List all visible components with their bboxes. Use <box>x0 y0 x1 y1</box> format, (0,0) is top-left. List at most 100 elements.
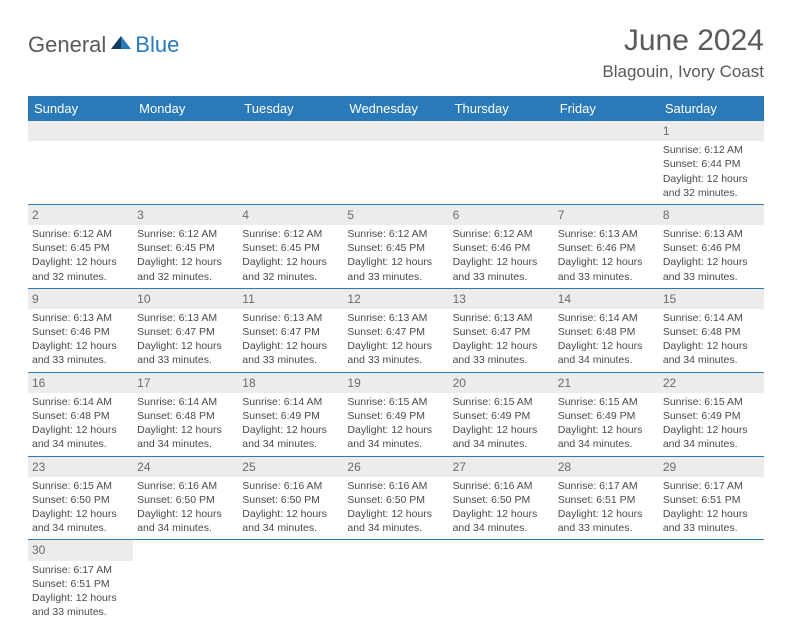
sunset-line: Sunset: 6:47 PM <box>242 325 339 339</box>
sunset-line: Sunset: 6:51 PM <box>663 493 760 507</box>
day-number-bar: 22 <box>659 373 764 393</box>
daylight-line: Daylight: 12 hours and 32 minutes. <box>242 255 339 283</box>
sunrise-line: Sunrise: 6:16 AM <box>453 479 550 493</box>
sunset-line: Sunset: 6:45 PM <box>137 241 234 255</box>
calendar-cell: 2Sunrise: 6:12 AMSunset: 6:45 PMDaylight… <box>28 204 133 288</box>
sunset-line: Sunset: 6:45 PM <box>242 241 339 255</box>
header: General Blue June 2024 Blagouin, Ivory C… <box>28 24 764 82</box>
daylight-line: Daylight: 12 hours and 33 minutes. <box>32 591 129 619</box>
sunrise-line: Sunrise: 6:13 AM <box>663 227 760 241</box>
day-number-bar <box>554 121 659 141</box>
daylight-line: Daylight: 12 hours and 34 minutes. <box>347 507 444 535</box>
calendar-cell-empty <box>449 121 554 204</box>
calendar-cell: 18Sunrise: 6:14 AMSunset: 6:49 PMDayligh… <box>238 372 343 456</box>
day-number-bar: 20 <box>449 373 554 393</box>
title-block: June 2024 Blagouin, Ivory Coast <box>602 24 764 82</box>
brand-part1: General <box>28 32 106 58</box>
calendar-body: 1Sunrise: 6:12 AMSunset: 6:44 PMDaylight… <box>28 121 764 623</box>
sunset-line: Sunset: 6:50 PM <box>137 493 234 507</box>
calendar-cell-empty <box>659 540 764 623</box>
calendar-row: 16Sunrise: 6:14 AMSunset: 6:48 PMDayligh… <box>28 372 764 456</box>
daylight-line: Daylight: 12 hours and 34 minutes. <box>558 339 655 367</box>
calendar-cell: 4Sunrise: 6:12 AMSunset: 6:45 PMDaylight… <box>238 204 343 288</box>
calendar-cell-empty <box>343 121 448 204</box>
daylight-line: Daylight: 12 hours and 33 minutes. <box>453 255 550 283</box>
sunset-line: Sunset: 6:49 PM <box>663 409 760 423</box>
sunset-line: Sunset: 6:48 PM <box>558 325 655 339</box>
day-number-bar: 5 <box>343 205 448 225</box>
calendar-cell-empty <box>28 121 133 204</box>
day-number-bar: 21 <box>554 373 659 393</box>
sunset-line: Sunset: 6:50 PM <box>347 493 444 507</box>
daylight-line: Daylight: 12 hours and 34 minutes. <box>663 423 760 451</box>
day-number-bar: 13 <box>449 289 554 309</box>
day-number-bar: 16 <box>28 373 133 393</box>
calendar-cell: 20Sunrise: 6:15 AMSunset: 6:49 PMDayligh… <box>449 372 554 456</box>
calendar-cell: 12Sunrise: 6:13 AMSunset: 6:47 PMDayligh… <box>343 288 448 372</box>
day-number-bar: 2 <box>28 205 133 225</box>
sunrise-line: Sunrise: 6:17 AM <box>32 563 129 577</box>
weekday-header: Sunday <box>28 96 133 121</box>
sunrise-line: Sunrise: 6:13 AM <box>242 311 339 325</box>
calendar-cell: 21Sunrise: 6:15 AMSunset: 6:49 PMDayligh… <box>554 372 659 456</box>
weekday-header: Monday <box>133 96 238 121</box>
day-number-bar: 18 <box>238 373 343 393</box>
calendar-cell-empty <box>554 121 659 204</box>
calendar-cell-empty <box>343 540 448 623</box>
sunset-line: Sunset: 6:46 PM <box>453 241 550 255</box>
daylight-line: Daylight: 12 hours and 33 minutes. <box>347 255 444 283</box>
calendar-cell: 3Sunrise: 6:12 AMSunset: 6:45 PMDaylight… <box>133 204 238 288</box>
day-number-bar: 10 <box>133 289 238 309</box>
daylight-line: Daylight: 12 hours and 34 minutes. <box>32 507 129 535</box>
weekday-header: Tuesday <box>238 96 343 121</box>
daylight-line: Daylight: 12 hours and 33 minutes. <box>32 339 129 367</box>
sunrise-line: Sunrise: 6:14 AM <box>137 395 234 409</box>
sunrise-line: Sunrise: 6:12 AM <box>663 143 760 157</box>
sunrise-line: Sunrise: 6:12 AM <box>347 227 444 241</box>
calendar-cell: 9Sunrise: 6:13 AMSunset: 6:46 PMDaylight… <box>28 288 133 372</box>
daylight-line: Daylight: 12 hours and 34 minutes. <box>242 507 339 535</box>
calendar-cell-empty <box>133 121 238 204</box>
sunset-line: Sunset: 6:48 PM <box>137 409 234 423</box>
day-number-bar: 1 <box>659 121 764 141</box>
daylight-line: Daylight: 12 hours and 34 minutes. <box>453 423 550 451</box>
daylight-line: Daylight: 12 hours and 33 minutes. <box>558 507 655 535</box>
sunrise-line: Sunrise: 6:17 AM <box>663 479 760 493</box>
day-number-bar: 14 <box>554 289 659 309</box>
weekday-header: Friday <box>554 96 659 121</box>
brand-logo: General Blue <box>28 24 179 58</box>
sunset-line: Sunset: 6:48 PM <box>32 409 129 423</box>
sunrise-line: Sunrise: 6:16 AM <box>347 479 444 493</box>
calendar-cell: 8Sunrise: 6:13 AMSunset: 6:46 PMDaylight… <box>659 204 764 288</box>
day-number-bar <box>133 121 238 141</box>
calendar-row: 23Sunrise: 6:15 AMSunset: 6:50 PMDayligh… <box>28 456 764 540</box>
calendar-cell: 22Sunrise: 6:15 AMSunset: 6:49 PMDayligh… <box>659 372 764 456</box>
sunrise-line: Sunrise: 6:13 AM <box>453 311 550 325</box>
sunset-line: Sunset: 6:49 PM <box>558 409 655 423</box>
day-number-bar: 3 <box>133 205 238 225</box>
calendar-cell: 25Sunrise: 6:16 AMSunset: 6:50 PMDayligh… <box>238 456 343 540</box>
calendar-row: 2Sunrise: 6:12 AMSunset: 6:45 PMDaylight… <box>28 204 764 288</box>
day-number-bar: 23 <box>28 457 133 477</box>
day-number-bar: 29 <box>659 457 764 477</box>
day-number-bar <box>343 121 448 141</box>
sunset-line: Sunset: 6:49 PM <box>347 409 444 423</box>
sunset-line: Sunset: 6:45 PM <box>347 241 444 255</box>
sunrise-line: Sunrise: 6:12 AM <box>32 227 129 241</box>
calendar-cell: 11Sunrise: 6:13 AMSunset: 6:47 PMDayligh… <box>238 288 343 372</box>
sunset-line: Sunset: 6:47 PM <box>347 325 444 339</box>
sunset-line: Sunset: 6:51 PM <box>32 577 129 591</box>
sunrise-line: Sunrise: 6:17 AM <box>558 479 655 493</box>
daylight-line: Daylight: 12 hours and 33 minutes. <box>242 339 339 367</box>
sunrise-line: Sunrise: 6:16 AM <box>137 479 234 493</box>
calendar-cell: 14Sunrise: 6:14 AMSunset: 6:48 PMDayligh… <box>554 288 659 372</box>
day-number-bar <box>238 121 343 141</box>
sunrise-line: Sunrise: 6:14 AM <box>663 311 760 325</box>
daylight-line: Daylight: 12 hours and 33 minutes. <box>347 339 444 367</box>
sunset-line: Sunset: 6:46 PM <box>558 241 655 255</box>
day-number-bar: 24 <box>133 457 238 477</box>
sunset-line: Sunset: 6:50 PM <box>32 493 129 507</box>
daylight-line: Daylight: 12 hours and 34 minutes. <box>32 423 129 451</box>
sunrise-line: Sunrise: 6:13 AM <box>32 311 129 325</box>
weekday-header: Wednesday <box>343 96 448 121</box>
